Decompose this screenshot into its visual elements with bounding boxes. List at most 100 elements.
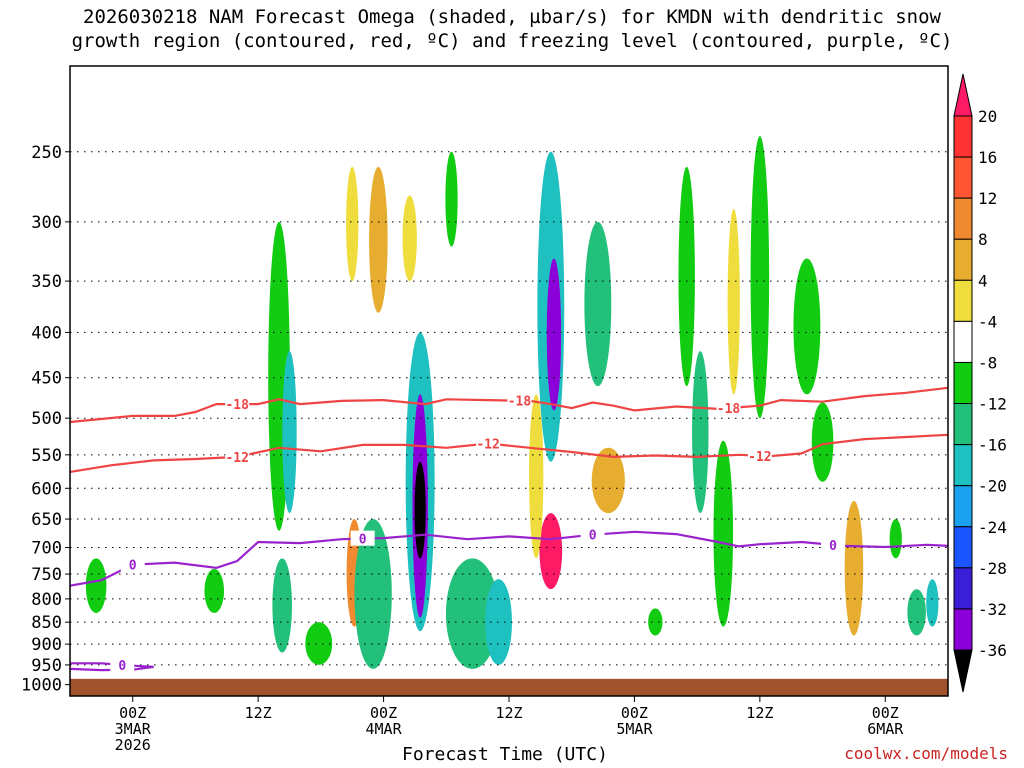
contour-label-0-0: -18 [225,398,249,413]
colorbar-bin-11 [953,567,973,610]
contour-line-3 [69,662,154,672]
omega-cell-6 [346,166,359,282]
x-tick-label-2-1: 4MAR [366,720,403,738]
colorbar-bin-9 [953,485,973,528]
contour-label-0-1: -18 [508,395,532,410]
colorbar-bin-5 [953,320,973,363]
contour-label-1-0: -12 [225,451,248,466]
contour-label-0-2: -18 [717,402,741,417]
y-tick-label-1000: 1000 [21,676,62,696]
y-tick-label-800: 800 [31,590,62,610]
colorbar-bin-0 [953,115,973,158]
omega-cell-4 [272,558,292,653]
colorbar-label-4: 4 [978,271,988,290]
y-tick-label-450: 450 [31,369,62,389]
omega-cell-10 [354,519,392,669]
y-tick-label-600: 600 [31,479,62,499]
y-tick-label-850: 850 [31,613,62,633]
omega-cell-27 [713,440,734,627]
omega-cell-30 [811,402,834,482]
omega-cell-34 [926,579,939,627]
colorbar-label-1: 16 [978,148,997,167]
contour-label-bg-2-3 [821,536,846,552]
omega-cell-16 [485,579,512,665]
colorbar-bin-8 [953,444,973,487]
colorbar-bin-12 [953,608,973,651]
omega-cell-21 [584,221,612,387]
x-tick-label-3-0: 12Z [495,704,522,722]
contour-label-2-1: 0 [359,533,367,548]
y-tick-label-550: 550 [31,446,62,466]
omega-cell-25 [692,351,709,514]
contour-label-2-3: 0 [829,539,837,554]
y-tick-label-900: 900 [31,635,62,655]
contour-label-1-1: -12 [476,437,499,452]
omega-cell-22 [591,447,625,514]
colorbar-label-3: 8 [978,230,988,249]
contour-label-bg-1-0 [225,448,250,464]
colorbar-label-2: 12 [978,189,997,208]
omega-cell-31 [844,500,864,636]
contour-label-bg-1-2 [747,447,772,463]
contour-label-bg-2-1 [350,530,375,546]
colorbar-label-13: -36 [978,641,1007,660]
colorbar-bin-6 [953,361,973,405]
omega-cell-26 [727,208,740,395]
y-tick-label-950: 950 [31,656,62,676]
y-tick-label-700: 700 [31,539,62,559]
contour-label-2-2: 0 [589,529,597,544]
contour-label-bg-1-1 [476,435,501,451]
colorbar-label-9: -20 [978,477,1007,496]
contour-label-1-2: -12 [748,450,771,465]
x-tick-label-2-0: 00Z [370,704,397,722]
omega-cell-14 [445,151,458,247]
chart-title-line-2: growth region (contoured, red, ºC) and f… [71,30,953,52]
colorbar-label-5: -4 [978,312,997,331]
contour-label-bg-0-1 [507,392,532,408]
x-axis-title: Forecast Time (UTC) [402,744,608,765]
omega-cell-20 [528,394,544,559]
colorbar-label-0: 20 [978,107,997,126]
omega-cell-32 [889,519,902,559]
x-tick-label-0-1: 3MAR [115,720,152,738]
x-tick-label-0-2: 2026 [115,736,151,754]
omega-cell-24 [678,166,695,387]
contour-line-1 [69,433,949,473]
contour-label-bg-2-0 [120,556,145,572]
omega-cell-29 [793,258,821,395]
omega-cell-3 [282,351,297,514]
ground-surface [70,678,948,696]
colorbar-label-6: -8 [978,353,997,372]
y-tick-label-750: 750 [31,565,62,585]
y-tick-label-350: 350 [31,272,62,292]
y-tick-label-400: 400 [31,323,62,343]
x-tick-label-4-1: 5MAR [616,720,653,738]
y-tick-label-300: 300 [31,213,62,233]
contour-label-bg-2-2 [580,526,605,542]
colorbar-bin-1 [953,156,973,199]
colorbar-bottom-triangle [953,649,973,693]
colorbar-bin-10 [953,526,973,569]
omega-cell-23 [648,608,663,636]
colorbar-bin-3 [953,238,973,281]
x-tick-label-0-0: 00Z [119,704,146,722]
colorbar-label-8: -16 [978,436,1007,455]
omega-cell-19 [539,513,563,590]
colorbar-bin-4 [953,279,973,322]
contour-label-bg-0-2 [716,400,741,416]
contour-label-bg-0-0 [225,396,250,412]
x-tick-label-5-0: 12Z [746,704,773,722]
omega-cell-7 [369,166,388,313]
colorbar-bin-2 [953,197,973,240]
contour-label-3-0: 0 [118,659,126,674]
contour-label-2-0: 0 [129,559,137,574]
y-tick-label-250: 250 [31,143,62,163]
credit-text: coolwx.com/models [844,744,1008,763]
x-tick-label-4-0: 00Z [621,704,648,722]
colorbar-label-10: -24 [978,518,1007,537]
colorbar-top-triangle [953,73,973,117]
x-tick-label-1-0: 12Z [245,704,272,722]
colorbar-bin-7 [953,403,973,446]
y-tick-label-500: 500 [31,409,62,429]
